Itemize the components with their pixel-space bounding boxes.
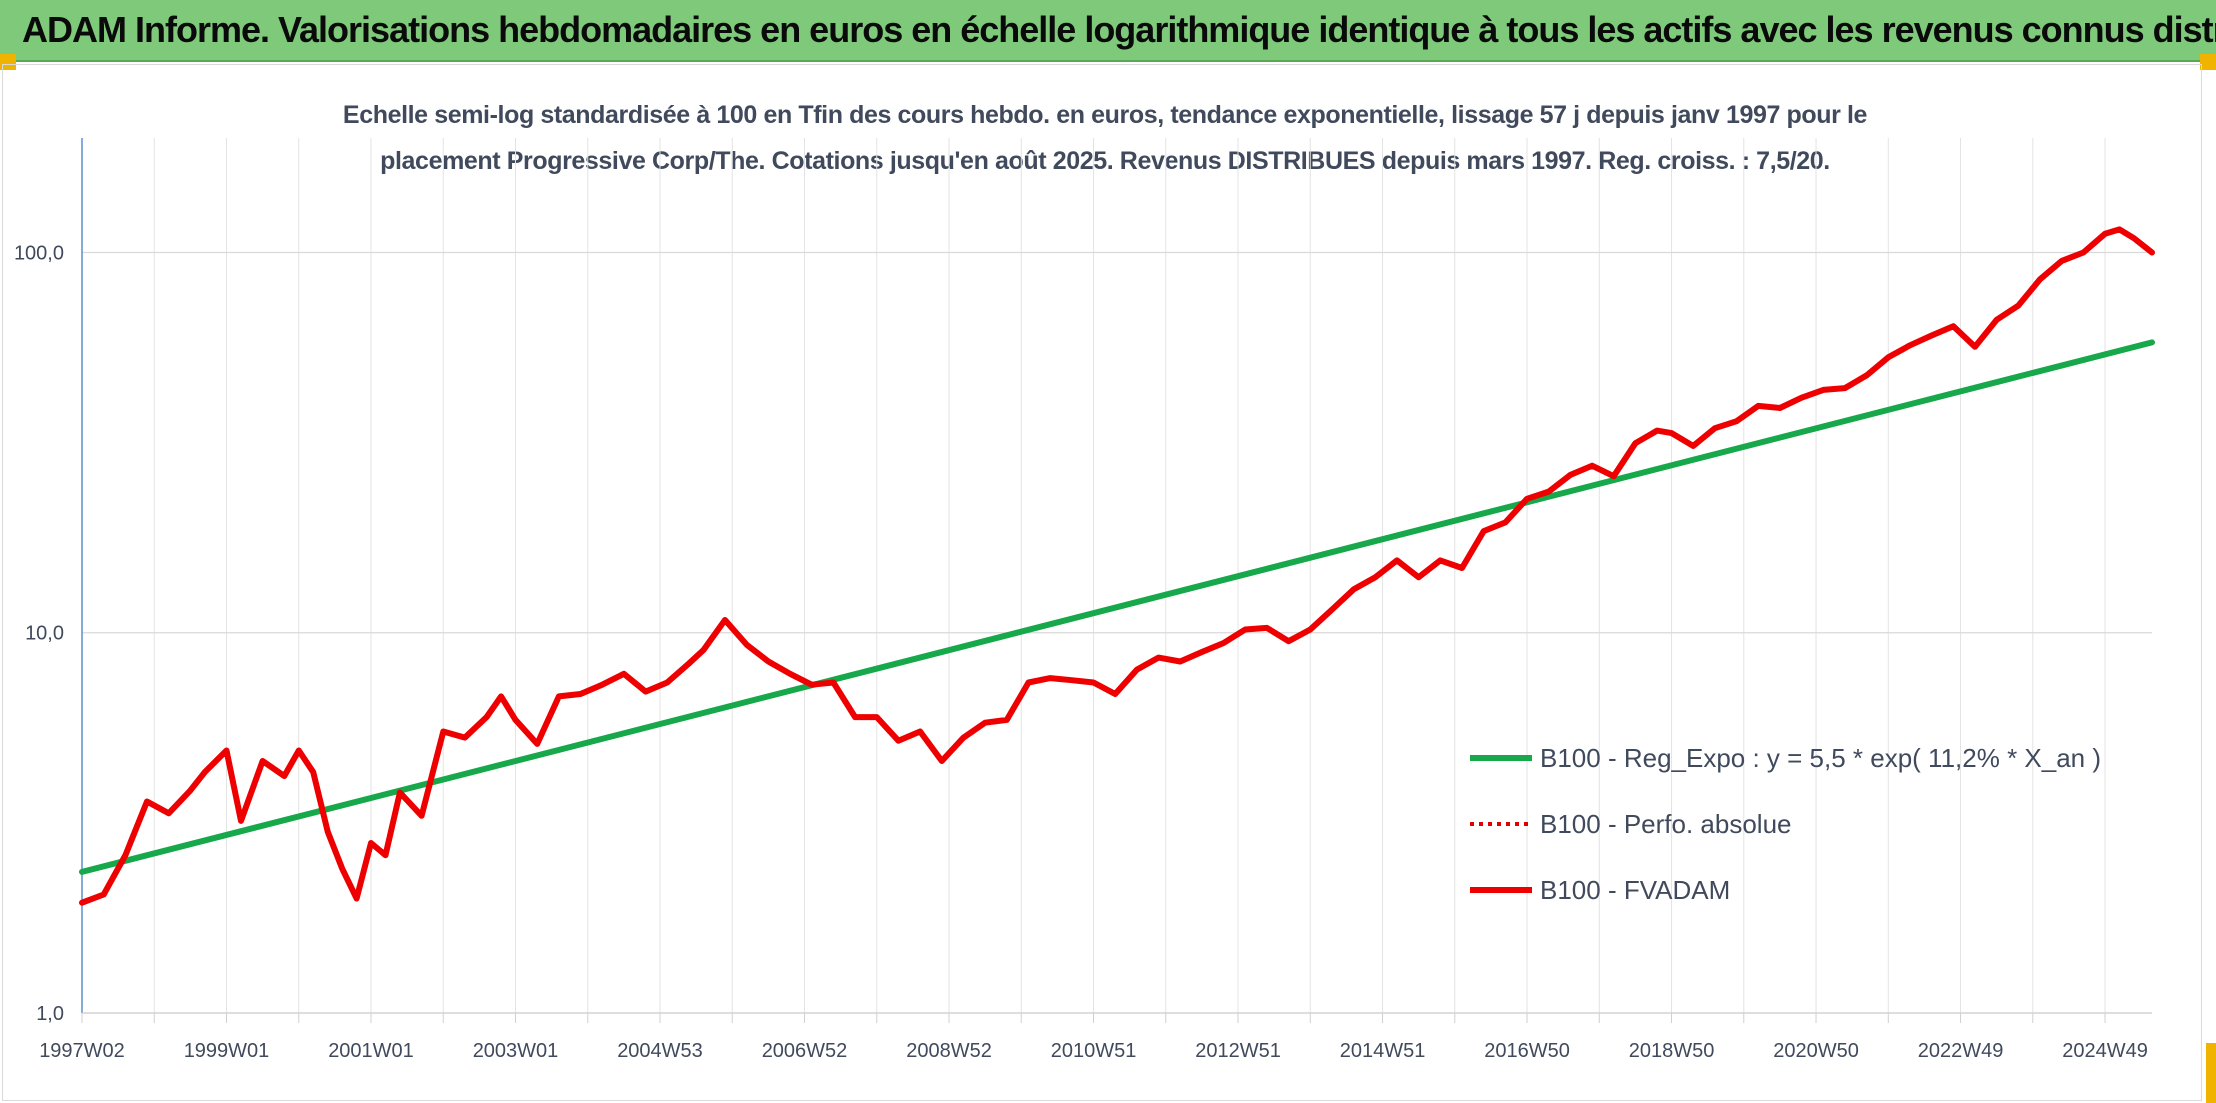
x-tick-label: 2020W50 [1773,1040,1859,1062]
chart-subtitle-line-2: placement Progressive Corp/The. Cotation… [380,147,1830,175]
y-tick-label: 1,0 [36,1003,64,1025]
x-tick-label: 2018W50 [1629,1040,1715,1062]
chart-subtitle-line-1: Echelle semi-log standardisée à 100 en T… [342,101,1868,129]
x-tick-label: 2022W49 [1918,1040,2004,1062]
corner-marker-left [0,54,16,70]
legend-label: B100 - Reg_Expo : y = 5,5 * exp( 11,2% *… [1540,743,2101,773]
legend-label: B100 - Perfo. absolue [1540,809,1792,839]
chart-subtitle: Echelle semi-log standardisée à 100 en T… [220,92,1990,184]
corner-marker-bottom-right [2206,1043,2216,1103]
header-banner: ADAM Informe. Valorisations hebdomadaire… [0,0,2216,62]
x-tick-label: 2008W52 [906,1040,992,1062]
y-tick-label: 100,0 [14,242,64,264]
x-tick-label: 2014W51 [1340,1040,1426,1062]
corner-marker-right [2200,54,2216,70]
x-tick-label: 2010W51 [1051,1040,1137,1062]
legend-label: B100 - FVADAM [1540,875,1730,905]
x-tick-label: 2012W51 [1195,1040,1281,1062]
x-tick-label: 2004W53 [617,1040,703,1062]
x-tick-label: 2006W52 [762,1040,848,1062]
x-tick-label: 1997W02 [39,1040,125,1062]
series-line-1 [79,339,2155,875]
x-tick-label: 1999W01 [184,1040,270,1062]
chart-area [2,64,2202,1101]
page-title: ADAM Informe. Valorisations hebdomadaire… [22,9,2216,50]
x-tick-label: 2016W50 [1484,1040,1570,1062]
y-tick-label: 10,0 [25,623,64,645]
x-tick-label: 2024W49 [2062,1040,2148,1062]
x-tick-label: 2001W01 [328,1040,414,1062]
x-tick-label: 2003W01 [473,1040,559,1062]
series-line-3 [79,226,2155,906]
